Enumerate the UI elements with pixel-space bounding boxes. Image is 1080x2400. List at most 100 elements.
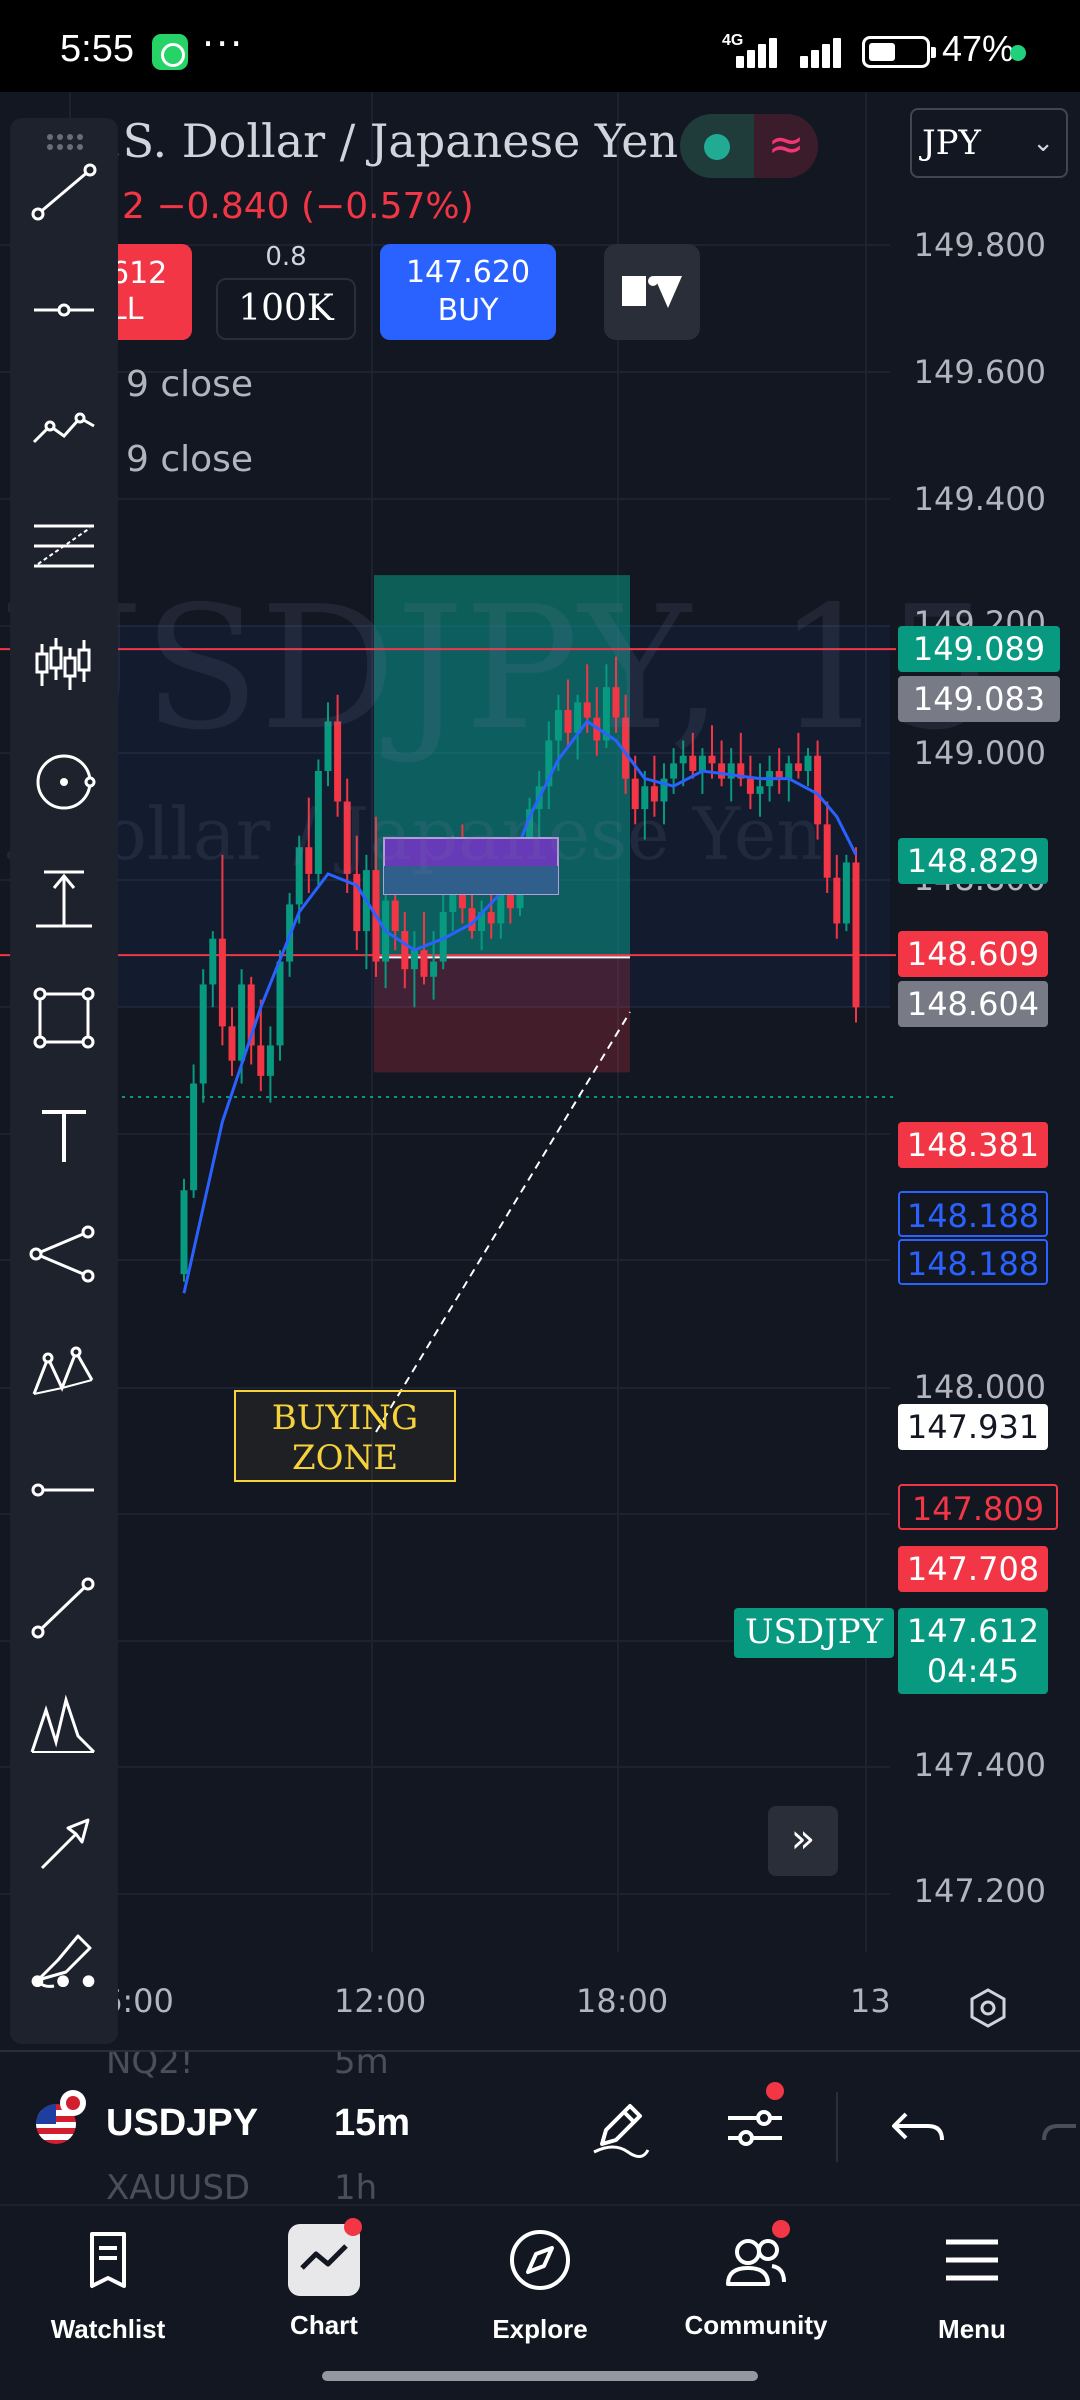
chart-icon	[288, 2218, 362, 2296]
elliott-wave-icon[interactable]	[24, 1686, 104, 1766]
candle-body	[180, 1190, 188, 1275]
candle-body	[305, 847, 313, 874]
indicators-sliders-icon[interactable]	[720, 2092, 790, 2162]
nav-explore-label: Explore	[492, 2314, 588, 2344]
home-indicator[interactable]	[322, 2371, 758, 2381]
candle-body	[670, 763, 678, 779]
chart-settings-gear-icon[interactable]	[968, 1988, 1008, 2028]
candlestick-series	[180, 656, 860, 1282]
candle-body	[814, 755, 822, 825]
entry-price-badge: 147.931	[898, 1404, 1048, 1450]
candle-body	[842, 862, 850, 924]
time-tick: 12:00	[334, 1982, 427, 2020]
drag-handle-icon[interactable]	[46, 132, 84, 152]
market-open-dot-icon	[704, 134, 730, 160]
candle-body	[602, 687, 610, 741]
candle-body	[756, 786, 764, 794]
notification-dot	[772, 2220, 790, 2238]
loss-zone	[374, 957, 630, 1073]
network-type: 4G	[722, 32, 744, 49]
candle-body	[804, 755, 812, 771]
xabcd-pattern-icon[interactable]	[24, 1332, 104, 1412]
candle-body	[295, 847, 303, 905]
interval-select[interactable]: 15m	[334, 2102, 411, 2144]
community-icon	[720, 2220, 792, 2296]
trend-line-icon[interactable]	[24, 152, 104, 232]
arrow-line-icon[interactable]	[24, 1568, 104, 1648]
nav-explore[interactable]: Explore	[440, 2224, 640, 2345]
candle-body	[497, 885, 505, 924]
scroll-to-realtime-button[interactable]: »	[768, 1806, 838, 1876]
candle-body	[574, 702, 582, 733]
price-change: 2 −0.840 (−0.57%)	[122, 186, 474, 227]
path-icon[interactable]	[24, 388, 104, 468]
price-badge: 148.609	[898, 931, 1048, 977]
bottom-navigation: Watchlist Chart Explore Community	[0, 2204, 1080, 2400]
nav-menu[interactable]: Menu	[872, 2224, 1072, 2345]
candle-body	[334, 721, 342, 802]
candle-body	[583, 702, 591, 718]
status-time: 5:55	[60, 28, 134, 70]
circle-icon[interactable]	[24, 742, 104, 822]
candle-body	[468, 908, 476, 932]
candle-body	[257, 1045, 265, 1076]
candle-body	[622, 717, 630, 779]
currency-select[interactable]: JPY ⌄	[910, 108, 1068, 178]
more-tools-icon[interactable]: •••	[25, 1960, 103, 2006]
text-icon[interactable]	[24, 1096, 104, 1176]
price-tick: 149.600	[913, 353, 1046, 391]
nav-watchlist[interactable]: Watchlist	[8, 2224, 208, 2345]
tradingview-logo-icon[interactable]	[604, 244, 700, 340]
drawing-toolbar: •••	[10, 118, 118, 2044]
jp-flag-icon	[60, 2090, 86, 2116]
redo-icon[interactable]	[1036, 2092, 1080, 2162]
fib-retracement-icon[interactable]	[24, 506, 104, 586]
price-tick: 149.800	[913, 226, 1046, 264]
candle-body	[564, 710, 572, 733]
next-interval[interactable]: 1h	[334, 2168, 378, 2204]
signal-icon-2	[800, 34, 852, 68]
indicator-legend-1[interactable]: 9 close	[126, 364, 254, 405]
prev-symbol[interactable]: NQ2!	[106, 2050, 194, 2082]
nav-menu-label: Menu	[938, 2314, 1006, 2344]
nav-chart[interactable]: Chart	[224, 2218, 424, 2341]
prev-interval[interactable]: 5m	[334, 2050, 389, 2082]
battery-icon	[862, 36, 936, 68]
chart-area[interactable]: USDJPY, 15 . Dollar / Japanese Yen .S. D…	[0, 92, 1080, 2050]
notification-dot	[344, 2218, 362, 2236]
candle-body	[401, 931, 409, 970]
undo-icon[interactable]	[884, 2092, 954, 2162]
candle-body	[794, 763, 802, 771]
candle-body	[199, 984, 207, 1084]
horizontal-ray-icon[interactable]	[24, 270, 104, 350]
stop-price-badge: 147.708	[898, 1546, 1048, 1592]
price-tick: 147.400	[913, 1746, 1046, 1784]
quantity-input[interactable]: 100K	[216, 278, 356, 340]
drawing-pen-icon[interactable]	[584, 2092, 654, 2162]
arrow-marker-icon[interactable]	[24, 1804, 104, 1884]
candle-body	[487, 912, 495, 924]
symbol-name[interactable]: USDJPY	[106, 2102, 259, 2144]
candle-body	[737, 763, 745, 779]
buy-label: BUY	[437, 293, 499, 328]
horizontal-line-icon[interactable]	[24, 1450, 104, 1530]
market-status-pill[interactable]: ≈	[680, 114, 818, 178]
chart-canvas[interactable]	[0, 92, 1080, 2050]
indicator-legend-2[interactable]: 9 close	[126, 439, 254, 480]
brush-icon[interactable]	[24, 1922, 104, 2002]
projection-icon[interactable]	[24, 860, 104, 940]
candle-body	[554, 710, 562, 741]
next-symbol[interactable]: XAUUSD	[106, 2168, 251, 2204]
buy-button[interactable]: 147.620 BUY	[380, 244, 556, 340]
candle-body	[228, 1026, 236, 1061]
nav-community-label: Community	[684, 2310, 828, 2340]
polyline-icon[interactable]	[24, 1214, 104, 1294]
candle-body	[410, 950, 418, 970]
symbol-title[interactable]: .S. Dollar / Japanese Yen	[108, 114, 679, 168]
rectangle-icon[interactable]	[24, 978, 104, 1058]
nav-community[interactable]: Community	[656, 2220, 856, 2341]
buying-zone-label[interactable]: BUYING ZONE	[234, 1390, 456, 1482]
sell-price: 612	[110, 256, 168, 291]
pattern-icon[interactable]	[24, 624, 104, 704]
last-price-badge: 147.612 04:45	[898, 1608, 1048, 1694]
